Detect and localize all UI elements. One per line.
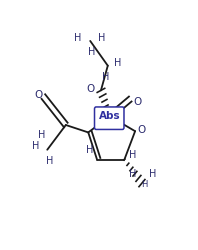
Text: H: H (38, 130, 45, 140)
Text: H: H (141, 180, 147, 189)
Text: H: H (98, 34, 106, 43)
FancyBboxPatch shape (94, 107, 124, 130)
Text: O: O (87, 84, 95, 94)
Text: H: H (46, 156, 53, 166)
Text: H: H (129, 150, 136, 160)
Text: O: O (138, 125, 146, 135)
Text: H: H (129, 170, 136, 179)
Text: H: H (88, 47, 95, 57)
Text: H: H (102, 72, 109, 82)
Text: O: O (133, 96, 142, 106)
Text: H: H (114, 58, 122, 68)
Text: H: H (86, 145, 93, 155)
Text: H: H (149, 170, 156, 179)
Text: H: H (74, 34, 81, 43)
Text: O: O (34, 90, 43, 100)
Text: H: H (32, 141, 39, 151)
Text: Abs: Abs (99, 111, 121, 121)
